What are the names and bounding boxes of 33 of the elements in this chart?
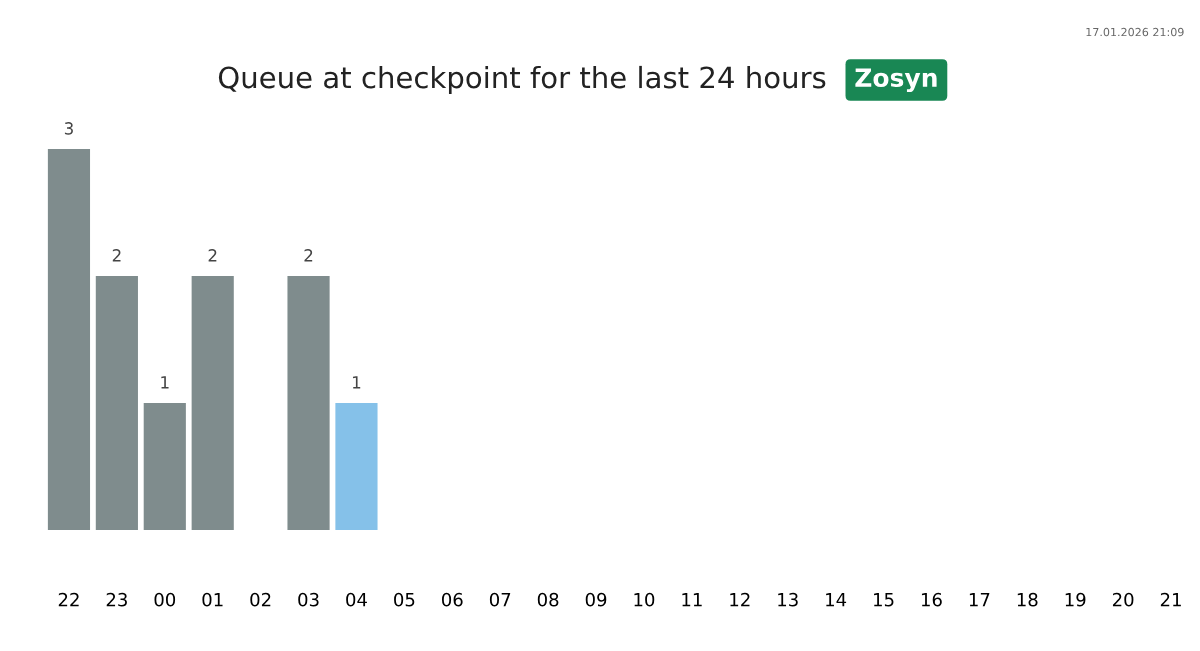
x-tick-label: 03 (298, 592, 319, 607)
x-tick-label: 01 (202, 592, 223, 607)
data-label: 1 (352, 376, 361, 389)
x-tick-label: 17 (969, 593, 990, 607)
x-tick-label: 22 (58, 592, 79, 607)
data-label: 2 (112, 249, 121, 262)
x-tick-label: 13 (778, 592, 798, 607)
x-tick-label: 07 (489, 592, 511, 607)
x-tick-label: 00 (154, 592, 176, 607)
x-tick-label: 14 (826, 593, 847, 607)
x-tick-label: 05 (394, 592, 415, 607)
x-tick-label: 19 (1065, 592, 1086, 607)
data-label: 3 (64, 122, 73, 135)
chart-subtitle: Zosyn (855, 68, 937, 93)
x-tick-label: 02 (250, 592, 271, 607)
x-tick-label: 12 (730, 592, 750, 607)
x-tick-label: 21 (1160, 592, 1181, 607)
x-tick-label: 11 (682, 593, 702, 607)
x-tick-label: 10 (634, 592, 655, 607)
x-tick-label: 09 (585, 592, 607, 607)
x-tick-label: 16 (921, 592, 942, 607)
x-tick-label: 08 (537, 592, 559, 607)
x-tick-label: 04 (346, 592, 367, 607)
text: 17.01.2026 21:09 (1086, 27, 1184, 37)
data-label: 2 (304, 249, 313, 262)
data-label: 2 (208, 249, 217, 262)
chart-title: Queue at checkpoint for the last 24 hours (218, 65, 826, 95)
x-tick-label: 15 (874, 593, 894, 607)
data-label: 1 (161, 376, 169, 389)
x-tick-label: 06 (441, 592, 463, 607)
x-tick-label: 23 (106, 592, 127, 607)
x-tick-label: 20 (1112, 592, 1134, 607)
x-tick-label: 18 (1017, 592, 1038, 607)
